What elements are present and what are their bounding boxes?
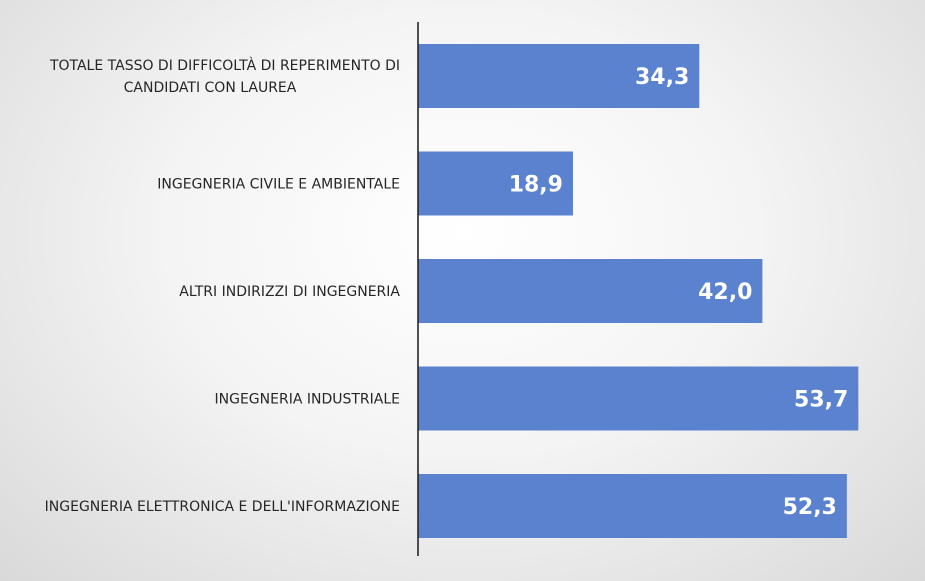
data-label: 52,3 bbox=[783, 495, 837, 520]
category-labels: TOTALE TASSO DI DIFFICOLTÀ DI REPERIMENT… bbox=[45, 57, 401, 515]
bar bbox=[418, 44, 700, 108]
data-label: 53,7 bbox=[794, 388, 848, 413]
category-label: INGEGNERIA INDUSTRIALE bbox=[215, 392, 401, 408]
category-label: INGEGNERIA CIVILE E AMBIENTALE bbox=[157, 177, 400, 193]
category-label: INGEGNERIA ELETTRONICA E DELL'INFORMAZIO… bbox=[45, 499, 400, 515]
category-label: ALTRI INDIRIZZI DI INGEGNERIA bbox=[179, 284, 400, 300]
data-label: 18,9 bbox=[509, 173, 563, 198]
data-label: 42,0 bbox=[698, 280, 752, 305]
category-label: CANDIDATI CON LAUREA bbox=[124, 80, 297, 96]
bar bbox=[418, 474, 847, 538]
bar bbox=[418, 151, 573, 216]
bar bbox=[418, 259, 763, 323]
category-label: TOTALE TASSO DI DIFFICOLTÀ DI REPERIMENT… bbox=[49, 57, 400, 74]
data-label: 34,3 bbox=[635, 65, 689, 90]
bar bbox=[418, 366, 859, 431]
bars-layer: 34,3 18,9 42,0 53,7 52,3 bbox=[418, 44, 859, 538]
